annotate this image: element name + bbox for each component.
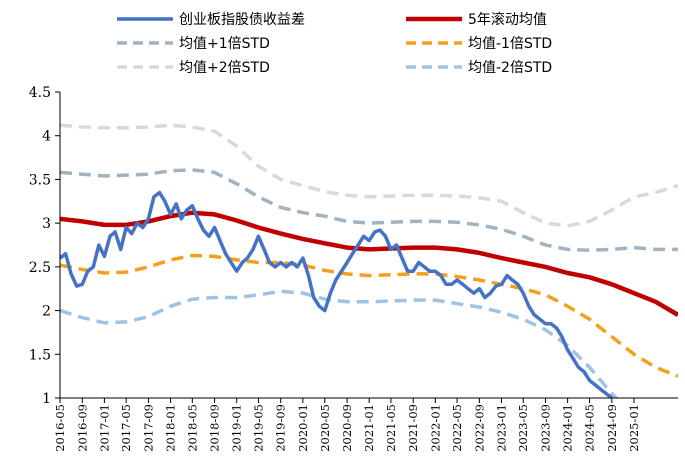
y-tick-label: 2 bbox=[42, 304, 51, 320]
x-tick-label: 2019-09 bbox=[274, 404, 288, 452]
series-layer bbox=[60, 123, 678, 398]
y-tick-label: 3.5 bbox=[29, 172, 51, 188]
legend-label: 均值-1倍STD bbox=[468, 36, 552, 52]
legend-item-mean-plus-2std: 均值+2倍STD bbox=[117, 60, 270, 76]
series-line-mean-minus-1std bbox=[60, 253, 678, 378]
x-tick-label: 2018-09 bbox=[208, 404, 222, 452]
axes-layer: 1 1.5 2 2.5 3 3.5 4 4.5 2016-05 2016-09 2017-01 201… bbox=[29, 85, 678, 452]
y-tick-label: 1.5 bbox=[29, 347, 51, 363]
y-tick-label: 4.5 bbox=[29, 85, 51, 101]
legend-label: 5年滚动均值 bbox=[468, 11, 547, 28]
legend-item-mean-plus-1std: 均值+1倍STD bbox=[117, 36, 270, 52]
y-tick-label: 4 bbox=[42, 129, 51, 145]
x-tick-label: 2022-09 bbox=[472, 404, 486, 452]
y-tick-label: 1 bbox=[42, 391, 51, 407]
x-tick-label: 2025-01 bbox=[627, 404, 641, 452]
x-tick-label: 2021-05 bbox=[384, 404, 398, 452]
series-line-rolling-mean-5y bbox=[60, 210, 678, 317]
x-tick-label: 2023-05 bbox=[516, 404, 530, 452]
x-tick-label: 2020-09 bbox=[340, 404, 354, 452]
x-tick-label: 2017-05 bbox=[119, 404, 133, 452]
x-tick-label: 2018-05 bbox=[185, 404, 199, 452]
x-tick-label: 2023-09 bbox=[539, 404, 553, 452]
x-tick-label: 2017-01 bbox=[97, 404, 111, 452]
legend-label: 创业板指股债收益差 bbox=[179, 12, 305, 28]
x-tick-label: 2024-05 bbox=[583, 404, 597, 452]
x-tick-label: 2021-01 bbox=[362, 404, 376, 452]
x-tick-label: 2020-01 bbox=[296, 404, 310, 452]
x-tick-label: 2018-01 bbox=[164, 404, 178, 452]
x-tick-label: 2024-09 bbox=[605, 404, 619, 452]
x-tick-label: 2016-09 bbox=[75, 404, 89, 452]
legend-item-mean-minus-2std: 均值-2倍STD bbox=[406, 60, 552, 76]
x-tick-label: 2016-05 bbox=[53, 404, 67, 452]
x-tick-label: 2020-05 bbox=[318, 404, 332, 452]
x-tick-label: 2022-05 bbox=[450, 404, 464, 452]
series-line-mean-plus-2std bbox=[60, 123, 678, 228]
x-tick-label: 2021-09 bbox=[406, 404, 420, 452]
x-tick-label: 2019-01 bbox=[230, 404, 244, 452]
legend-item-rolling-mean-5y: 5年滚动均值 bbox=[406, 11, 547, 28]
legend-item-gem-spread: 创业板指股债收益差 bbox=[117, 12, 305, 28]
legend-label: 均值-2倍STD bbox=[468, 60, 552, 76]
x-tick-label: 2023-01 bbox=[494, 404, 508, 452]
series-line-mean-plus-1std bbox=[60, 168, 678, 252]
x-tick-label: 2019-05 bbox=[251, 404, 265, 452]
legend-label: 均值+2倍STD bbox=[179, 60, 270, 76]
y-tick-label: 3 bbox=[42, 216, 51, 232]
x-tick-label: 2022-01 bbox=[428, 404, 442, 452]
y-tick-label: 2.5 bbox=[29, 260, 51, 276]
series-line-gem-spread bbox=[60, 190, 613, 398]
legend-label: 均值+1倍STD bbox=[179, 36, 270, 52]
series-line-mean-minus-2std bbox=[60, 289, 619, 398]
x-tick-label: 2024-01 bbox=[561, 404, 575, 452]
legend-item-mean-minus-1std: 均值-1倍STD bbox=[406, 36, 552, 52]
x-tick-label: 2017-09 bbox=[141, 404, 155, 452]
